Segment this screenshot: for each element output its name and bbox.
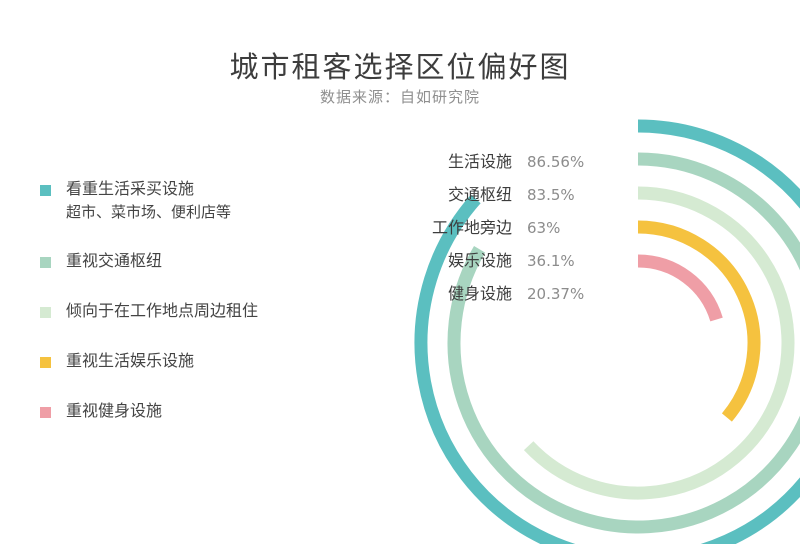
legend-item-workplace: 倾向于在工作地点周边租住	[40, 298, 370, 348]
bar-value-label: 36.1%	[527, 252, 575, 270]
bar-value-label: 86.56%	[527, 153, 584, 171]
chart-subtitle: 数据来源：自如研究院	[319, 88, 480, 106]
bar-category-label: 娱乐设施	[448, 251, 512, 270]
legend-item-transport: 重视交通枢纽	[40, 248, 370, 298]
legend-label: 重视生活娱乐设施	[66, 351, 195, 370]
radial-bar-3	[523, 186, 795, 500]
legend-item-entertainment: 重视生活娱乐设施	[40, 348, 370, 398]
legend-swatch	[40, 407, 51, 418]
legend-item-fitness: 重视健身设施	[40, 398, 370, 448]
radial-bar-5	[637, 254, 723, 322]
legend-label: 重视交通枢纽	[66, 251, 163, 270]
bar-value-label: 63%	[527, 219, 560, 237]
legend-label: 重视健身设施	[66, 401, 163, 420]
legend-swatch	[40, 307, 51, 318]
legend-label: 看重生活采买设施	[66, 179, 195, 198]
chart-title: 城市租客选择区位偏好图	[229, 50, 571, 84]
bar-category-label: 生活设施	[448, 152, 512, 171]
bar-value-label: 20.37%	[527, 285, 584, 303]
bar-category-label: 健身设施	[448, 284, 512, 303]
radial-bar-1	[414, 119, 800, 544]
legend-swatch	[40, 257, 51, 268]
radial-bar-4	[637, 220, 761, 422]
legend-item-shopping: 看重生活采买设施 超市、菜市场、便利店等	[40, 176, 370, 226]
bar-category-label: 工作地旁边	[432, 218, 512, 237]
legend-swatch	[40, 185, 51, 196]
bar-category-label: 交通枢纽	[448, 185, 512, 204]
legend-label: 倾向于在工作地点周边租住	[66, 301, 259, 320]
legend: 看重生活采买设施 超市、菜市场、便利店等 重视交通枢纽 倾向于在工作地点周边租住…	[40, 176, 370, 448]
bar-value-label: 83.5%	[527, 186, 575, 204]
legend-swatch	[40, 357, 51, 368]
legend-sublabel: 超市、菜市场、便利店等	[66, 203, 232, 221]
radial-bar-2	[447, 152, 800, 534]
